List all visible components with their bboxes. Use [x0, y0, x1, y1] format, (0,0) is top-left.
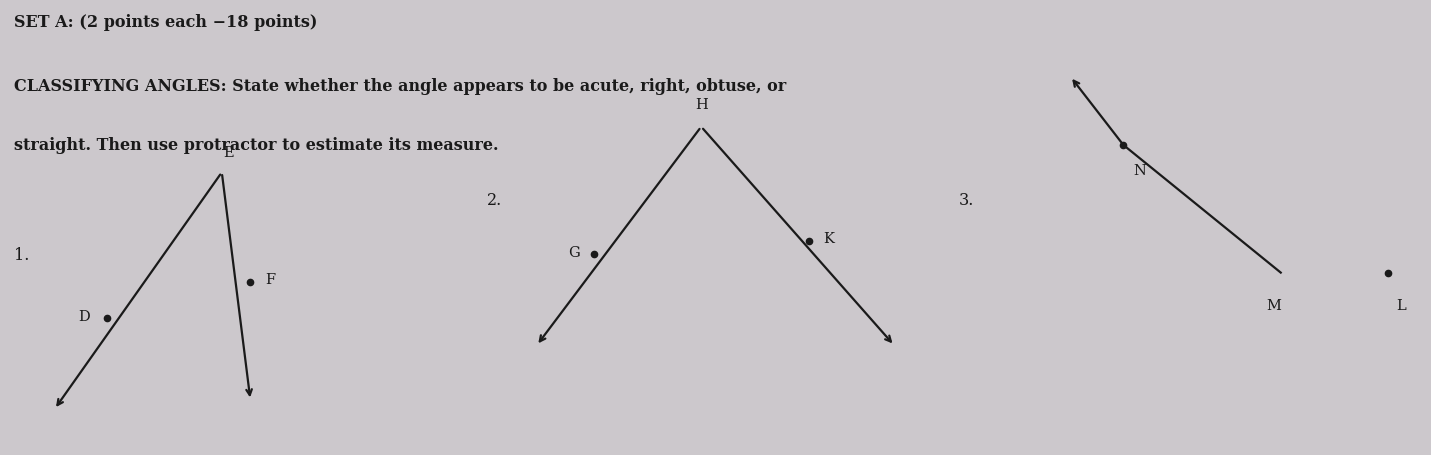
Text: SET A: (2 points each −18 points): SET A: (2 points each −18 points) [14, 14, 318, 30]
Text: L: L [1397, 298, 1407, 312]
Text: 3.: 3. [959, 192, 975, 209]
Text: CLASSIFYING ANGLES: State whether the angle appears to be acute, right, obtuse, : CLASSIFYING ANGLES: State whether the an… [14, 77, 787, 94]
Text: E: E [223, 145, 235, 159]
Text: 1.: 1. [14, 246, 30, 263]
Text: N: N [1133, 164, 1146, 178]
Text: G: G [568, 246, 580, 259]
Text: M: M [1266, 298, 1281, 312]
Text: K: K [823, 232, 834, 246]
Text: H: H [695, 97, 707, 111]
Text: D: D [79, 309, 90, 323]
Text: straight. Then use protractor to estimate its measure.: straight. Then use protractor to estimat… [14, 136, 499, 153]
Text: F: F [265, 273, 275, 287]
Text: 2.: 2. [487, 192, 502, 209]
